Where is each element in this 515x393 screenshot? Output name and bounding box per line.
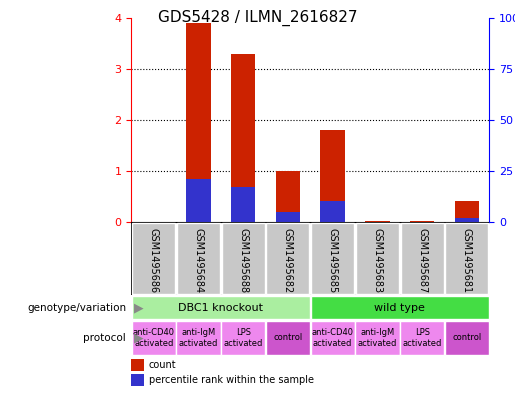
- Bar: [401, 223, 443, 294]
- Text: GSM1495687: GSM1495687: [417, 228, 427, 293]
- Text: GSM1495684: GSM1495684: [194, 228, 203, 293]
- Bar: [231, 187, 255, 222]
- Bar: [445, 223, 488, 294]
- Bar: [177, 223, 220, 294]
- Bar: [410, 221, 435, 222]
- Text: GSM1495685: GSM1495685: [328, 228, 338, 293]
- Bar: [276, 171, 300, 222]
- Text: ▶: ▶: [134, 331, 144, 345]
- Text: protocol: protocol: [83, 333, 126, 343]
- Bar: [311, 321, 355, 354]
- Text: control: control: [452, 334, 482, 342]
- Bar: [132, 223, 175, 294]
- Text: GSM1495686: GSM1495686: [149, 228, 159, 293]
- Bar: [320, 130, 345, 222]
- Bar: [455, 200, 479, 222]
- Bar: [131, 359, 144, 371]
- Bar: [186, 178, 211, 222]
- Bar: [311, 223, 354, 294]
- Bar: [231, 55, 255, 222]
- Bar: [356, 223, 399, 294]
- Text: GSM1495682: GSM1495682: [283, 228, 293, 293]
- Bar: [131, 296, 310, 319]
- Text: LPS
activated: LPS activated: [224, 328, 263, 348]
- Text: anti-IgM
activated: anti-IgM activated: [358, 328, 397, 348]
- Bar: [320, 200, 345, 222]
- Text: LPS
activated: LPS activated: [402, 328, 442, 348]
- Bar: [186, 23, 211, 222]
- Bar: [266, 321, 310, 354]
- Bar: [131, 374, 144, 386]
- Bar: [365, 221, 390, 222]
- Text: count: count: [149, 360, 177, 370]
- Bar: [221, 223, 265, 294]
- Bar: [276, 212, 300, 222]
- Bar: [455, 218, 479, 222]
- Text: GSM1495681: GSM1495681: [462, 228, 472, 293]
- Text: wild type: wild type: [374, 303, 425, 312]
- Bar: [176, 321, 220, 354]
- Text: control: control: [273, 334, 302, 342]
- Text: genotype/variation: genotype/variation: [27, 303, 126, 312]
- Text: anti-IgM
activated: anti-IgM activated: [179, 328, 218, 348]
- Text: anti-CD40
activated: anti-CD40 activated: [312, 328, 354, 348]
- Bar: [400, 321, 444, 354]
- Text: GDS5428 / ILMN_2616827: GDS5428 / ILMN_2616827: [158, 10, 357, 26]
- Text: ▶: ▶: [134, 301, 144, 314]
- Bar: [311, 296, 489, 319]
- Bar: [266, 223, 310, 294]
- Text: anti-CD40
activated: anti-CD40 activated: [133, 328, 175, 348]
- Bar: [355, 321, 400, 354]
- Text: GSM1495688: GSM1495688: [238, 228, 248, 293]
- Bar: [445, 321, 489, 354]
- Text: percentile rank within the sample: percentile rank within the sample: [149, 375, 314, 385]
- Text: DBC1 knockout: DBC1 knockout: [178, 303, 263, 312]
- Text: GSM1495683: GSM1495683: [372, 228, 383, 293]
- Bar: [221, 321, 265, 354]
- Bar: [131, 321, 176, 354]
